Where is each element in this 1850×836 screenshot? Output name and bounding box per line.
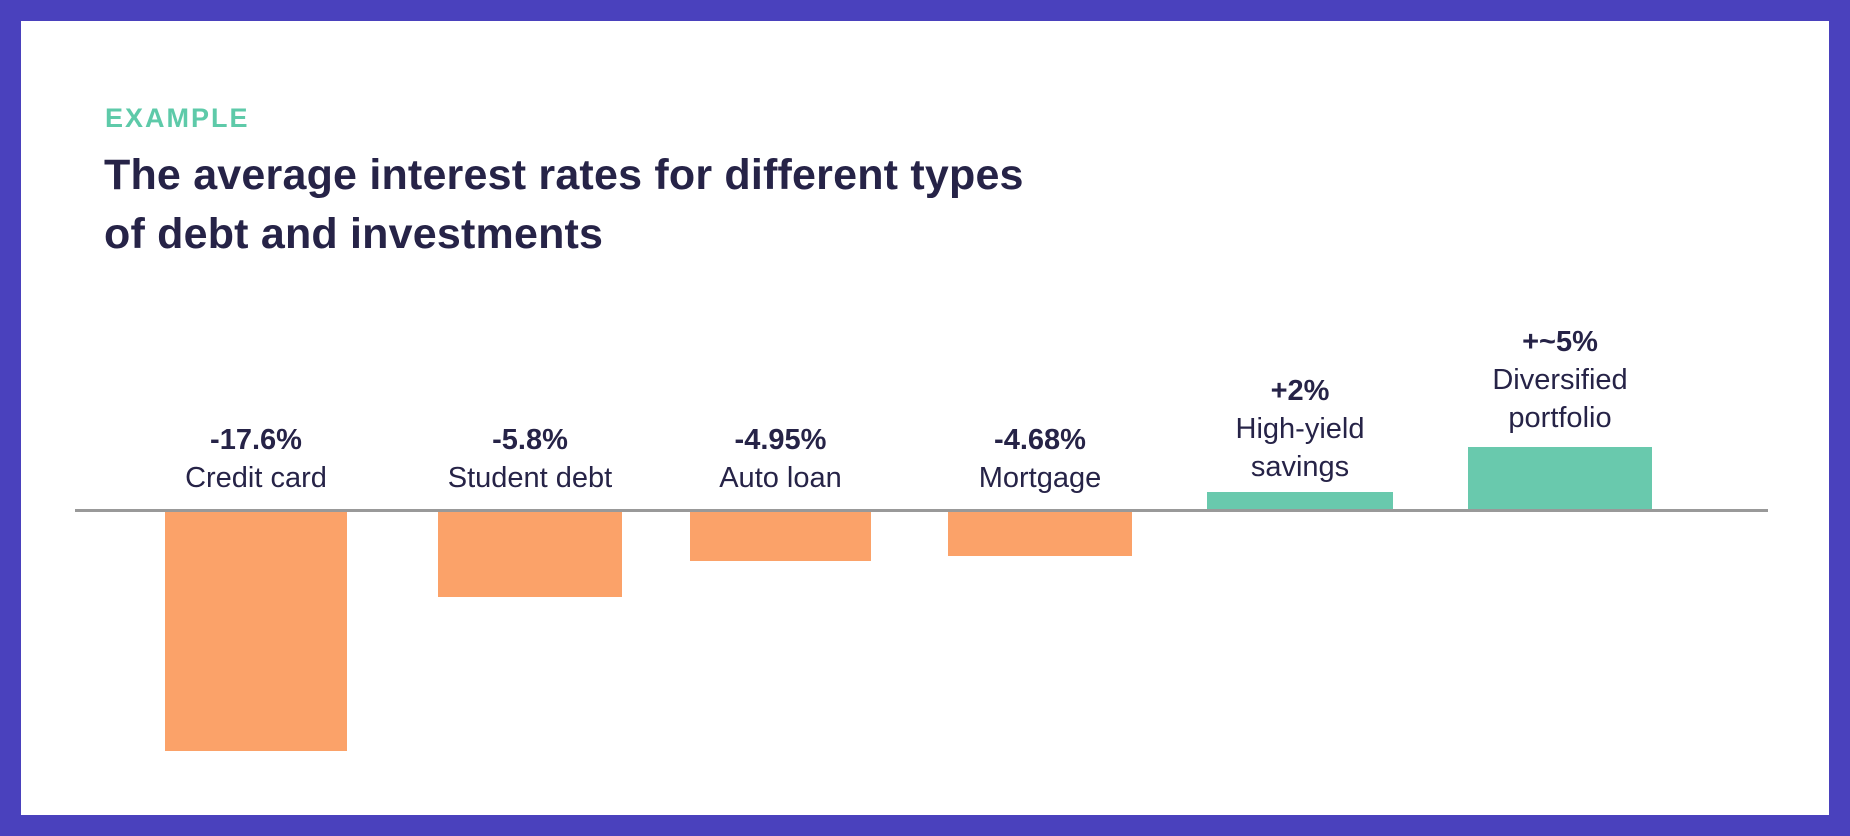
bar-value-high-yield-savings: +2% [1270, 375, 1330, 407]
bar-credit-card [165, 512, 347, 751]
bar-category-diversified-portfolio: Diversified portfolio [1492, 364, 1628, 434]
bar-student-debt [438, 512, 622, 597]
bar-high-yield-savings [1207, 492, 1393, 509]
title-line-1: The average interest rates for different… [104, 151, 1024, 199]
bar-value-mortgage: -4.68% [994, 424, 1086, 456]
bar-label-mortgage: -4.68% Mortgage [925, 421, 1155, 497]
bar-label-diversified-portfolio: +~5% Diversified portfolio [1445, 323, 1675, 437]
bar-label-auto-loan: -4.95% Auto loan [666, 421, 896, 497]
bar-label-student-debt: -5.8% Student debt [415, 421, 645, 497]
bar-category-high-yield-savings: High-yield savings [1235, 413, 1365, 483]
bar-label-high-yield-savings: +2% High-yield savings [1185, 372, 1415, 486]
bar-category-student-debt: Student debt [447, 462, 613, 494]
title-line-2: of debt and investments [104, 210, 604, 258]
bar-value-credit-card: -17.6% [210, 424, 302, 456]
bar-mortgage [948, 512, 1132, 556]
bar-diversified-portfolio [1468, 447, 1652, 509]
bar-value-diversified-portfolio: +~5% [1522, 326, 1598, 358]
baseline-axis [75, 509, 1768, 512]
bar-category-auto-loan: Auto loan [719, 462, 842, 494]
bar-category-credit-card: Credit card [185, 462, 327, 494]
bar-value-auto-loan: -4.95% [734, 424, 827, 456]
eyebrow-label: EXAMPLE [105, 103, 250, 133]
bar-category-mortgage: Mortgage [978, 462, 1102, 494]
bar-label-credit-card: -17.6% Credit card [141, 421, 371, 497]
page-title: The average interest rates for different… [104, 146, 1024, 264]
bar-auto-loan [690, 512, 871, 561]
bar-value-student-debt: -5.8% [492, 424, 568, 456]
